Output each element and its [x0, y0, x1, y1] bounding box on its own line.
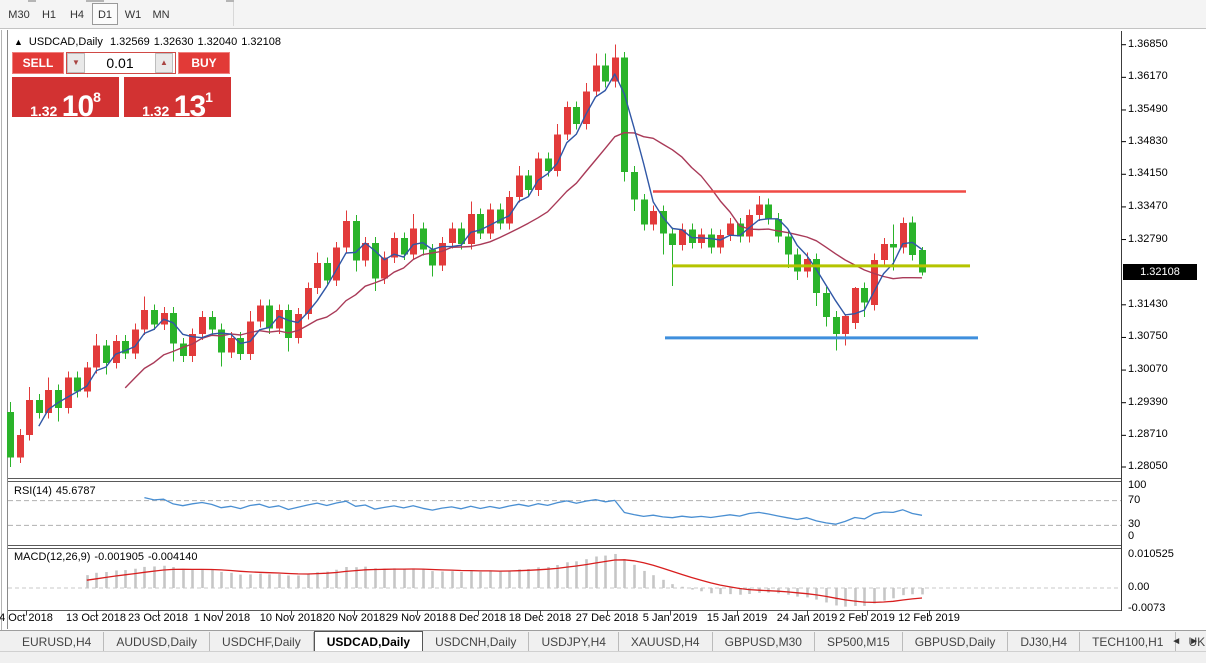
tab-usdcad-daily[interactable]: USDCAD,Daily	[313, 631, 424, 651]
tab-dj30-h4[interactable]: DJ30,H4	[1008, 632, 1081, 651]
date-tick-label: 20 Nov 2018	[322, 612, 386, 624]
tab-xauusd-h4[interactable]: XAUUSD,H4	[619, 632, 713, 651]
price-tick-label: 1.31430	[1128, 297, 1168, 310]
volume-input[interactable]	[85, 53, 155, 73]
quote-close: 1.32108	[241, 36, 282, 48]
date-tick-label: 23 Oct 2018	[128, 612, 188, 624]
timeframe-toolbar: M30 H1 H4 D1 W1 MN	[0, 0, 1206, 29]
toolbar-separator	[233, 2, 234, 26]
timeframe-w1[interactable]: W1	[124, 9, 142, 21]
date-tick-label: 1 Nov 2018	[193, 612, 251, 624]
price-tick-label: 1.29390	[1128, 395, 1168, 408]
date-tick-label: 29 Nov 2018	[385, 612, 449, 624]
tab-eurusd-h4[interactable]: EURUSD,H4	[10, 632, 105, 651]
collapse-panel-icon[interactable]: ▲	[14, 37, 23, 47]
indicator-scale-label: 30	[1128, 518, 1141, 531]
price-tick-label: 1.30070	[1128, 363, 1168, 376]
macd-signal-value: -0.004140	[147, 551, 198, 563]
date-tick-label: 4 Oct 2018	[0, 612, 53, 624]
sell-button[interactable]: SELL	[12, 52, 64, 74]
date-tick-label: 18 Dec 2018	[508, 612, 572, 624]
volume-increase-icon[interactable]: ▲	[155, 53, 173, 73]
quote-open: 1.32569	[109, 36, 150, 48]
price-tick-label: 1.34150	[1128, 167, 1168, 180]
date-tick-label: 15 Jan 2019	[706, 612, 768, 624]
indicator-scale-label: 100	[1128, 479, 1147, 491]
macd-label: MACD(12,26,9) -0.001905 -0.004140	[14, 551, 202, 563]
toolbar-crop-mark	[28, 0, 36, 2]
tab-tech100-h1[interactable]: TECH100,H1	[1080, 632, 1177, 651]
date-tick-label: 5 Jan 2019	[642, 612, 698, 624]
price-tick-label: 1.28050	[1128, 460, 1168, 472]
bid-prefix: 1.32	[30, 103, 58, 119]
tab-gbpusd-daily[interactable]: GBPUSD,Daily	[903, 632, 1009, 651]
quote-low: 1.32040	[197, 36, 238, 48]
bid-point: 8	[93, 89, 101, 105]
rsi-label: RSI(14) 45.6787	[14, 485, 100, 497]
buy-button[interactable]: BUY	[178, 52, 230, 74]
current-price-badge: 1.32108	[1123, 264, 1197, 281]
price-tick-label: 1.28710	[1128, 428, 1168, 441]
tab-scroll-arrows: ◄ ►	[1167, 631, 1203, 651]
date-tick-label: 10 Nov 2018	[259, 612, 323, 624]
rsi-value: 45.6787	[55, 485, 96, 497]
price-tick-label: 1.34830	[1128, 134, 1168, 147]
timeframe-m30[interactable]: M30	[8, 9, 30, 21]
bid-pips: 10	[61, 90, 94, 123]
one-click-trade-panel: SELL ▼ ▲ BUY 1.32 108 1.32 131	[12, 52, 232, 123]
tab-usdjpy-h4[interactable]: USDJPY,H4	[529, 632, 619, 651]
tab-scroll-right-icon[interactable]: ►	[1189, 636, 1199, 647]
timeframe-d1[interactable]: D1	[92, 3, 118, 25]
timeframe-mn[interactable]: MN	[152, 9, 170, 21]
tab-gbpusd-m30[interactable]: GBPUSD,M30	[713, 632, 815, 651]
toolbar-crop-mark	[86, 0, 104, 2]
macd-main-value: -0.001905	[94, 551, 144, 563]
tab-usdchf-daily[interactable]: USDCHF,Daily	[210, 632, 314, 651]
status-bar	[0, 651, 1206, 663]
toolbar-crop-mark	[226, 0, 234, 2]
indicator-scale-label: -0.0073	[1128, 602, 1166, 614]
date-tick-label: 13 Oct 2018	[66, 612, 126, 624]
ask-point: 1	[205, 89, 213, 105]
price-tick-label: 1.36170	[1128, 70, 1168, 83]
ask-pips: 13	[173, 90, 206, 123]
volume-group: ▼ ▲	[66, 52, 176, 74]
volume-decrease-icon[interactable]: ▼	[67, 53, 85, 73]
date-tick-label: 8 Dec 2018	[449, 612, 507, 624]
chart-tab-bar: EURUSD,H4 AUDUSD,Daily USDCHF,Daily USDCAD,…	[0, 630, 1206, 651]
price-tick-label: 1.35490	[1128, 102, 1168, 115]
price-tick-label: 1.33470	[1128, 199, 1168, 212]
timeframe-h4[interactable]: H4	[69, 9, 85, 21]
tab-usdcnh-daily[interactable]: USDCNH,Daily	[423, 632, 530, 651]
price-tick-label: 1.36850	[1128, 37, 1168, 50]
date-tick-label: 12 Feb 2019	[898, 612, 960, 624]
indicator-scale-label: 0.00	[1128, 581, 1150, 593]
date-tick-label: 24 Jan 2019	[776, 612, 838, 624]
tab-scroll-left-icon[interactable]: ◄	[1171, 636, 1182, 647]
tab-uk[interactable]: UK	[1176, 632, 1206, 651]
tab-sp500-m15[interactable]: SP500,M15	[815, 632, 903, 651]
indicator-scale-label: 0	[1128, 530, 1135, 542]
ask-prefix: 1.32	[142, 103, 170, 119]
indicator-scale-label: 0.010525	[1128, 548, 1174, 560]
date-tick-label: 2 Feb 2019	[839, 612, 895, 624]
bid-price-box[interactable]: 1.32 108	[12, 77, 119, 123]
chart-title: ▲ USDCAD,Daily 1.32569 1.32630 1.32040 1.321…	[14, 36, 285, 48]
chart-symbol: USDCAD,Daily	[28, 36, 103, 48]
rsi-name: RSI(14)	[14, 485, 52, 497]
macd-name: MACD(12,26,9)	[14, 551, 91, 563]
ask-price-box[interactable]: 1.32 131	[124, 77, 231, 123]
date-tick-label: 27 Dec 2018	[575, 612, 639, 624]
quote-high: 1.32630	[153, 36, 194, 48]
price-tick-label: 1.32790	[1128, 232, 1168, 245]
price-tick-label: 1.30750	[1128, 330, 1168, 343]
tab-audusd-daily[interactable]: AUDUSD,Daily	[104, 632, 211, 651]
timeframe-h1[interactable]: H1	[41, 9, 57, 21]
indicator-scale-label: 70	[1128, 493, 1141, 506]
